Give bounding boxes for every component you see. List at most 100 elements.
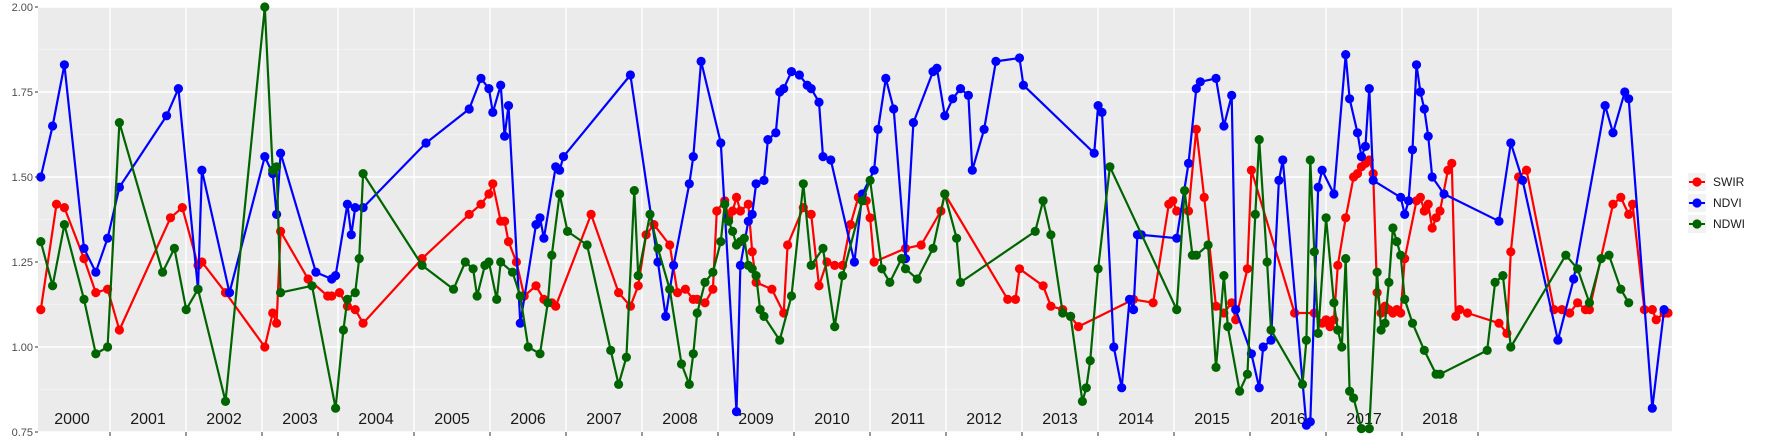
data-point — [940, 189, 950, 199]
data-point — [739, 233, 749, 243]
series-ndwi — [36, 2, 1634, 434]
data-point — [1396, 250, 1406, 260]
data-point — [735, 260, 746, 270]
data-point — [1411, 60, 1422, 70]
data-point — [468, 264, 478, 274]
data-point — [334, 288, 345, 298]
data-point — [1553, 335, 1563, 345]
data-point — [1482, 345, 1492, 355]
data-point — [1333, 325, 1343, 335]
data-point — [492, 294, 502, 304]
data-point — [1046, 230, 1056, 240]
data-point — [1109, 342, 1119, 352]
data-point — [1211, 301, 1221, 311]
data-point — [464, 104, 474, 114]
data-point — [484, 257, 494, 267]
legend-label: NDWI — [1713, 217, 1745, 231]
data-point — [728, 206, 738, 216]
data-point — [1274, 175, 1284, 185]
y-tick-label: 0.75 — [12, 427, 33, 439]
data-point — [669, 260, 679, 270]
data-point — [1172, 206, 1182, 216]
data-point — [633, 281, 643, 291]
data-point — [1227, 298, 1237, 308]
data-point — [1290, 308, 1300, 318]
data-point — [743, 216, 753, 226]
data-point — [547, 250, 557, 260]
data-point — [1341, 213, 1351, 223]
data-point — [1333, 260, 1343, 270]
data-point — [1600, 101, 1610, 111]
data-point — [488, 107, 498, 117]
data-point — [696, 56, 706, 66]
data-point — [350, 288, 360, 298]
data-point — [472, 291, 482, 301]
data-point — [716, 237, 726, 247]
data-point — [1305, 417, 1315, 427]
data-point — [814, 281, 824, 291]
data-point — [735, 206, 746, 216]
data-point — [59, 203, 69, 213]
data-point — [1443, 165, 1453, 175]
data-point — [826, 155, 836, 165]
data-point — [1180, 186, 1190, 196]
data-point — [621, 352, 632, 362]
data-point — [869, 165, 879, 175]
data-point — [1506, 342, 1516, 352]
data-point — [1203, 240, 1213, 250]
data-point — [1439, 189, 1449, 199]
data-point — [79, 254, 89, 264]
data-point — [1376, 325, 1386, 335]
data-point — [476, 73, 486, 83]
data-point — [1569, 274, 1579, 284]
data-point — [794, 70, 805, 80]
data-point — [103, 233, 113, 243]
data-point — [1262, 257, 1272, 267]
data-point — [869, 257, 879, 267]
data-point — [1462, 308, 1473, 318]
data-point — [798, 179, 808, 189]
data-point — [877, 264, 887, 274]
data-point — [1117, 383, 1127, 393]
data-point — [1030, 226, 1040, 236]
data-point — [1242, 369, 1252, 379]
data-point — [1584, 305, 1594, 315]
year-label: 2015 — [1194, 411, 1230, 428]
data-point — [1506, 247, 1516, 257]
data-point — [900, 264, 911, 274]
data-point — [1349, 393, 1359, 403]
data-point — [48, 281, 58, 291]
data-point — [806, 84, 816, 94]
data-point — [1396, 192, 1406, 202]
data-point — [865, 213, 875, 223]
data-point — [1345, 386, 1355, 396]
y-axis: 0.75 1.00 1.25 1.50 1.75 2.00 — [12, 2, 1479, 439]
year-label: 2007 — [586, 411, 622, 428]
data-point — [460, 257, 470, 267]
data-point — [1447, 158, 1457, 168]
data-point — [1427, 172, 1437, 182]
data-point — [818, 243, 828, 253]
data-point — [1242, 264, 1252, 274]
data-point — [276, 226, 286, 236]
data-point — [181, 305, 191, 315]
data-point — [1085, 356, 1095, 366]
data-point — [1219, 271, 1229, 281]
data-point — [1596, 254, 1606, 264]
data-point — [873, 124, 883, 134]
data-point — [500, 131, 510, 141]
data-point — [51, 199, 62, 209]
data-point — [932, 63, 942, 73]
data-point — [36, 237, 46, 247]
data-point — [1498, 271, 1508, 281]
legend-item-swir: SWIR — [1688, 173, 1745, 191]
y-tick-label: 1.00 — [12, 342, 33, 354]
data-point — [1400, 209, 1410, 219]
data-point — [676, 359, 687, 369]
data-point — [169, 243, 179, 253]
legend: SWIR NDVI NDWI — [1688, 173, 1745, 233]
data-point — [551, 301, 561, 311]
data-point — [91, 288, 101, 298]
data-point — [1321, 213, 1331, 223]
data-point — [193, 284, 203, 294]
